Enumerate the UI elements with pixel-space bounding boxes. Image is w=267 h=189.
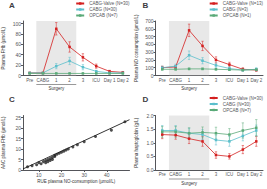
svg-text:Day 2: Day 2 <box>250 78 262 83</box>
svg-text:20: 20 <box>15 125 21 131</box>
svg-text:0.0: 0.0 <box>147 167 154 173</box>
svg-text:3: 3 <box>82 78 85 83</box>
svg-text:CABG (N=30): CABG (N=30) <box>223 102 251 107</box>
svg-text:100: 100 <box>145 65 154 71</box>
svg-text:A: A <box>9 1 15 10</box>
svg-text:600: 600 <box>145 26 154 32</box>
svg-text:30: 30 <box>81 172 87 178</box>
svg-text:10: 10 <box>15 146 21 152</box>
svg-text:3: 3 <box>215 78 218 83</box>
svg-text:Plasma NO consumption (µmol/L): Plasma NO consumption (µmol/L) <box>134 14 139 82</box>
svg-text:CABG-Valve (N=30): CABG-Valve (N=30) <box>89 1 130 6</box>
svg-text:RUE plasma NO-consumption (µmo: RUE plasma NO-consumption (µmol/L) <box>37 179 116 184</box>
svg-text:1.5: 1.5 <box>147 126 154 132</box>
svg-text:500: 500 <box>145 34 154 40</box>
svg-text:B: B <box>143 1 149 10</box>
svg-text:D: D <box>143 95 149 104</box>
svg-text:Surgery: Surgery <box>181 181 198 186</box>
svg-text:100: 100 <box>13 21 22 27</box>
svg-text:CABG (N=3): CABG (N=3) <box>223 7 249 12</box>
svg-text:CABG-Valve (N=13): CABG-Valve (N=13) <box>223 1 264 6</box>
svg-text:ICU: ICU <box>226 78 234 83</box>
svg-text:10: 10 <box>36 172 42 178</box>
svg-text:0: 0 <box>151 73 154 79</box>
svg-text:80: 80 <box>15 31 21 37</box>
svg-text:20: 20 <box>15 62 21 68</box>
svg-text:0: 0 <box>18 73 21 79</box>
svg-text:Surgery: Surgery <box>48 86 65 91</box>
svg-text:ICU: ICU <box>226 172 234 177</box>
svg-text:Day 1: Day 1 <box>237 172 249 177</box>
svg-text:Day 2: Day 2 <box>250 172 262 177</box>
svg-text:Day 1: Day 1 <box>237 78 249 83</box>
svg-text:Pre: Pre <box>26 78 34 83</box>
svg-text:2: 2 <box>201 172 204 177</box>
svg-text:2: 2 <box>201 78 204 83</box>
svg-text:0.5: 0.5 <box>147 153 154 159</box>
svg-text:1: 1 <box>188 78 191 83</box>
svg-text:OPCAB (N=1): OPCAB (N=1) <box>223 13 252 18</box>
svg-text:2.0: 2.0 <box>147 113 154 119</box>
svg-text:C: C <box>9 95 15 104</box>
svg-text:OPCAB (N=7): OPCAB (N=7) <box>223 108 252 113</box>
svg-text:CABG: CABG <box>169 78 182 83</box>
svg-text:CABG: CABG <box>37 78 50 83</box>
svg-text:Day 1: Day 1 <box>104 78 116 83</box>
svg-text:Surgery: Surgery <box>181 86 198 91</box>
svg-text:1: 1 <box>55 78 58 83</box>
svg-text:700: 700 <box>145 18 154 24</box>
svg-text:60: 60 <box>15 41 21 47</box>
svg-text:200: 200 <box>145 57 154 63</box>
svg-text:Plasma FHb (µmol/L): Plasma FHb (µmol/L) <box>1 26 6 69</box>
svg-text:300: 300 <box>145 49 154 55</box>
svg-text:0: 0 <box>18 167 21 173</box>
svg-text:ICU: ICU <box>92 78 100 83</box>
svg-text:CABG-Valve (N=30): CABG-Valve (N=30) <box>223 96 264 101</box>
svg-text:Pre: Pre <box>159 78 167 83</box>
svg-text:Plasma haptoglobin (g/L): Plasma haptoglobin (g/L) <box>134 117 139 168</box>
svg-text:CABG: CABG <box>169 172 182 177</box>
svg-text:20: 20 <box>59 172 65 178</box>
svg-text:Day 2: Day 2 <box>117 78 129 83</box>
svg-text:40: 40 <box>15 52 21 58</box>
svg-text:1.0: 1.0 <box>147 140 154 146</box>
svg-text:15: 15 <box>15 136 21 142</box>
svg-text:400: 400 <box>145 41 154 47</box>
svg-text:1: 1 <box>188 172 191 177</box>
svg-text:AAC plasma FHb (µmol/L): AAC plasma FHb (µmol/L) <box>1 116 6 169</box>
svg-text:CABG (N=30): CABG (N=30) <box>89 7 117 12</box>
svg-text:Pre: Pre <box>159 172 167 177</box>
svg-text:25: 25 <box>15 115 21 121</box>
svg-text:5: 5 <box>18 157 21 163</box>
svg-text:3: 3 <box>215 172 218 177</box>
svg-text:40: 40 <box>104 172 110 178</box>
svg-text:2: 2 <box>68 78 71 83</box>
svg-text:OPCAB (N=7): OPCAB (N=7) <box>89 13 118 18</box>
